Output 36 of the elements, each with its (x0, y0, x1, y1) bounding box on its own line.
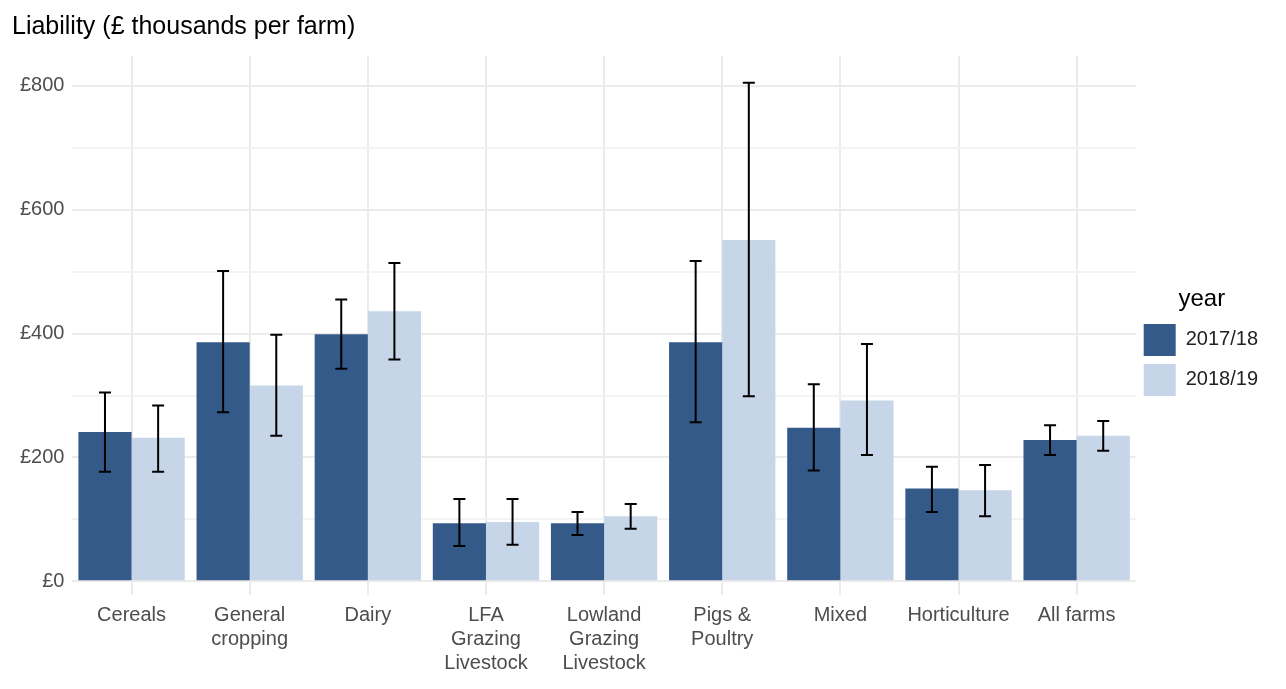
bar (722, 240, 776, 581)
bar (314, 334, 368, 581)
legend-title: year (1178, 283, 1226, 311)
legend-label: 2018/19 (1185, 367, 1258, 390)
x-tick-label: Cereals (97, 602, 167, 625)
bar (196, 342, 250, 581)
bar (249, 385, 303, 581)
y-tick-label: £200 (19, 444, 65, 467)
bar (840, 400, 894, 581)
legend-label: 2017/18 (1185, 327, 1258, 350)
x-tick-label: All farms (1037, 602, 1116, 625)
bar (958, 490, 1012, 581)
bar (367, 311, 421, 581)
x-tick-label: Mixed (813, 602, 868, 625)
bar (131, 437, 185, 581)
bar (669, 342, 723, 581)
chart-title: Liability (£ thousands per farm) (12, 10, 356, 39)
bar (550, 523, 605, 581)
bar (1076, 435, 1130, 581)
x-tick-label: Pigs & Poultry (691, 602, 754, 649)
x-tick-label: General cropping (211, 602, 289, 649)
bar (905, 488, 959, 581)
y-tick-label: £800 (19, 73, 65, 96)
bar (1023, 440, 1077, 581)
x-tick-label: Lowland Grazing Livestock (562, 602, 647, 673)
bar (78, 432, 132, 581)
bar (432, 523, 486, 581)
y-tick-label: £0 (42, 568, 65, 591)
bar (787, 427, 841, 581)
bar (485, 521, 540, 581)
x-tick-label: LFA Grazing Livestock (444, 602, 529, 673)
y-tick-label: £600 (19, 197, 65, 220)
x-tick-label: Dairy (344, 602, 392, 625)
x-tick-label: Horticulture (907, 602, 1010, 625)
bar (604, 516, 658, 581)
y-tick-label: £400 (19, 321, 65, 344)
